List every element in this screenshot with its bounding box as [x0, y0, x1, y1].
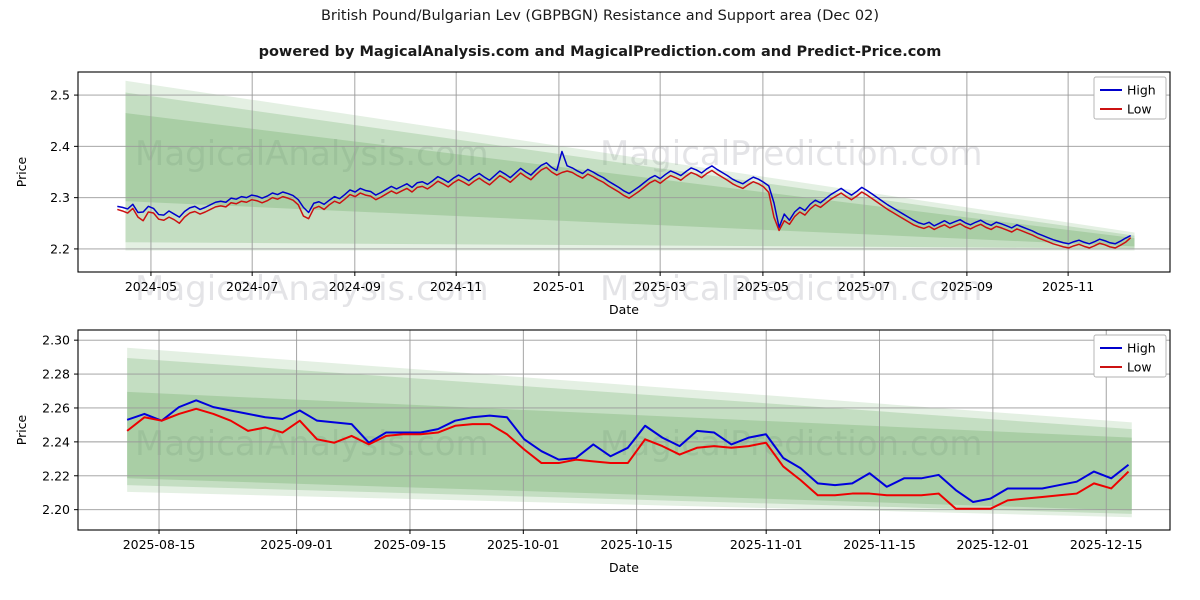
y-tick-label: 2.4	[50, 139, 70, 154]
watermark-text: MagicalAnalysis.com	[135, 269, 489, 309]
y-tick-label: 2.28	[42, 367, 70, 382]
x-axis-label: Date	[609, 560, 639, 575]
y-tick-label: 2.3	[50, 190, 70, 205]
x-tick-label: 2025-09-01	[260, 537, 333, 552]
chart-legend: High Low	[1093, 76, 1167, 120]
legend-label-high: High	[1127, 83, 1156, 98]
plot-frame	[77, 71, 1171, 273]
series-line-low	[126, 407, 1130, 510]
x-tick-label: 2025-08-15	[123, 537, 196, 552]
band-middle	[127, 357, 1132, 514]
watermark-text: MagicalAnalysis.com	[135, 134, 489, 174]
x-axis-label: Date	[609, 302, 639, 317]
y-tick-label: 2.2	[50, 241, 70, 256]
x-tick-label: 2024-07	[226, 279, 278, 294]
series-line-high	[126, 399, 1130, 504]
y-tick-label: 2.22	[42, 468, 70, 483]
x-tick-label: 2024-05	[125, 279, 177, 294]
watermark-text: MagicalPrediction.com	[600, 134, 983, 174]
y-tick-label: 2.26	[42, 400, 70, 415]
x-tick-label: 2025-10-15	[600, 537, 673, 552]
y-tick-label: 2.30	[42, 333, 70, 348]
x-tick-label: 2025-09	[941, 279, 993, 294]
legend-label-low: Low	[1127, 360, 1152, 375]
page-subtitle: powered by MagicalAnalysis.com and Magic…	[258, 44, 942, 60]
x-tick-label: 2024-09	[329, 279, 381, 294]
y-tick-label: 2.5	[50, 88, 70, 103]
watermark-text: MagicalPrediction.com	[600, 424, 983, 464]
band-outer	[125, 80, 1135, 251]
x-tick-label: 2025-01	[533, 279, 585, 294]
x-tick-label: 2025-11-01	[730, 537, 803, 552]
chart-panel-zoomed: MagicalAnalysis.com MagicalPrediction.com…	[14, 329, 1171, 575]
legend-label-low: Low	[1127, 102, 1152, 117]
y-tick-label: 2.20	[42, 502, 70, 517]
x-tick-label: 2025-05	[737, 279, 789, 294]
x-tick-label: 2025-09-15	[374, 537, 447, 552]
watermark-text: MagicalPrediction.com	[600, 269, 983, 309]
chart-panel-overview: MagicalAnalysis.com MagicalPrediction.com…	[14, 71, 1171, 317]
x-tick-label: 2025-07	[838, 279, 890, 294]
x-tick-label: 2025-11	[1042, 279, 1094, 294]
x-tick-label: 2025-03	[634, 279, 686, 294]
y-axis-label: Price	[14, 156, 29, 187]
plot-frame	[77, 329, 1171, 531]
x-tick-label: 2025-12-15	[1070, 537, 1143, 552]
chart-legend: High Low	[1093, 334, 1167, 378]
plot-background	[78, 330, 1170, 530]
y-tick-label: 2.24	[42, 434, 70, 449]
x-tick-label: 2025-11-15	[843, 537, 916, 552]
x-tick-label: 2025-10-01	[487, 537, 560, 552]
band-outer	[127, 347, 1132, 518]
x-tick-label: 2025-12-01	[957, 537, 1030, 552]
page-title: British Pound/Bulgarian Lev (GBPBGN) Res…	[320, 8, 879, 24]
series-line-high	[117, 150, 1132, 245]
plot-background	[78, 72, 1170, 272]
band-middle	[125, 92, 1135, 249]
y-axis-label: Price	[14, 414, 29, 445]
legend-label-high: High	[1127, 341, 1156, 356]
series-line-low	[117, 166, 1132, 249]
x-tick-label: 2024-11	[430, 279, 482, 294]
